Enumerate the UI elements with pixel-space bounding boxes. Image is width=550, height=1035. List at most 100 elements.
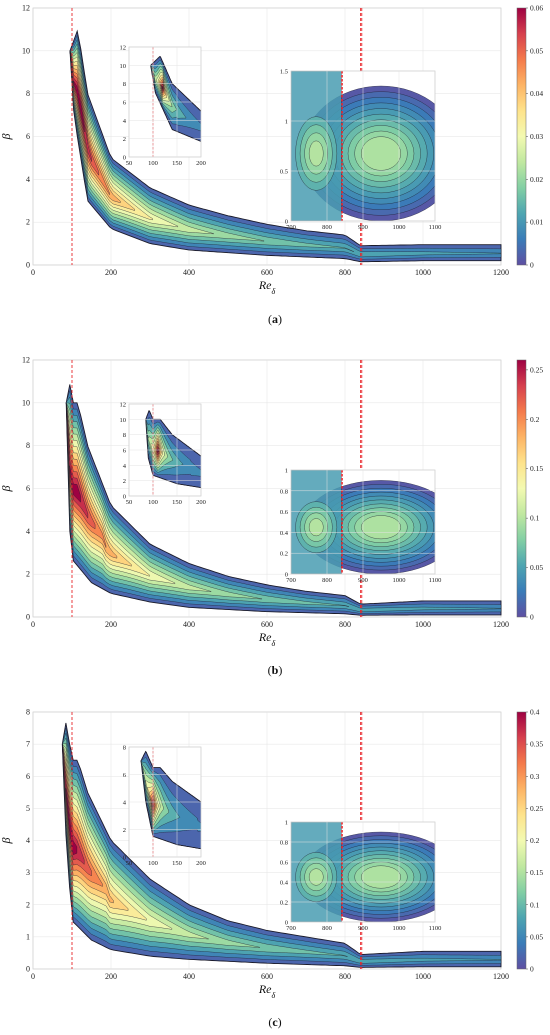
colorbar-tick-label: 0.25 <box>530 365 543 374</box>
x-axis-label-subscript: δ <box>271 639 275 648</box>
panel-label: (a) <box>268 312 282 326</box>
x-tick-label: 50 <box>126 499 133 506</box>
y-tick-label: 1 <box>26 932 30 941</box>
contour-band-10 <box>66 402 107 548</box>
y-tick-label: 0 <box>123 855 126 862</box>
contour-band-11 <box>162 86 163 90</box>
x-tick-label: 600 <box>261 620 273 629</box>
x-axis-label: Reδ <box>258 278 276 296</box>
x-tick-label: 100 <box>148 860 158 867</box>
y-tick-label: 8 <box>26 89 30 98</box>
contour-band-13 <box>73 80 85 133</box>
x-tick-label: 200 <box>105 972 117 981</box>
inset-0: 50 100 150 200 0 2 4 6 8 10 12 <box>120 45 206 168</box>
inset-contour-band <box>361 515 401 540</box>
x-tick-label: 200 <box>105 620 117 629</box>
colorbar-tick-label: 0.06 <box>530 4 543 13</box>
y-tick-label: 8 <box>123 745 126 752</box>
y-tick-label: 1 <box>285 119 288 126</box>
y-tick-label: 1 <box>285 820 288 827</box>
y-tick-label: 8 <box>123 81 126 88</box>
x-tick-label: 150 <box>172 499 182 506</box>
inset-1: 700 800 900 1000 1100 0 0.2 0.4 0.6 0.8 1 <box>280 468 442 585</box>
y-tick-label: 4 <box>26 527 30 536</box>
colorbar-tick-label: 0.15 <box>530 464 543 473</box>
contour-band-2 <box>62 733 502 964</box>
y-tick-label: 2 <box>123 827 126 834</box>
x-tick-label: 600 <box>261 972 273 981</box>
y-tick-label: 12 <box>120 402 127 409</box>
inset-0: 50 100 150 200 0 2 4 6 8 10 12 <box>120 402 206 507</box>
x-tick-label: 1000 <box>393 224 406 231</box>
x-tick-label: 50 <box>126 860 133 867</box>
panel-1: 0 200 400 600 800 1000 1200024681012Reδβ(b)00.… <box>0 356 543 678</box>
y-tick-label: 0 <box>26 613 30 622</box>
colorbar-tick-label: 0.25 <box>530 804 543 813</box>
x-axis-label: Reδ <box>258 982 276 1000</box>
x-axis-label: Reδ <box>258 630 276 648</box>
x-tick-label: 150 <box>172 860 182 867</box>
colorbar-tick-label: 0.2 <box>530 836 540 845</box>
x-tick-label: 400 <box>183 620 195 629</box>
y-tick-label: 10 <box>120 63 127 70</box>
y-tick-label: 0 <box>285 219 288 226</box>
y-tick-label: 6 <box>123 448 127 455</box>
y-tick-label: 4 <box>26 836 30 845</box>
y-tick-label: 0 <box>26 261 30 270</box>
y-axis-label: β <box>0 133 13 140</box>
contour-main <box>65 384 502 616</box>
x-tick-label: 1200 <box>493 972 509 981</box>
x-axis-label-subscript: δ <box>271 287 275 296</box>
colorbar-tick-label: 0.1 <box>530 900 540 909</box>
colorbar-tick-label: 0.05 <box>530 46 543 55</box>
y-tick-label: 0.6 <box>280 860 289 867</box>
x-tick-label: 600 <box>261 268 273 277</box>
y-tick-label: 6 <box>26 484 30 493</box>
inset-contour-band <box>308 868 324 886</box>
contour-band-2 <box>66 396 502 612</box>
y-axis-label: β <box>0 485 13 492</box>
y-tick-label: 1.5 <box>280 69 288 76</box>
y-tick-label: 0 <box>123 494 126 501</box>
y-tick-label: 0 <box>26 965 30 974</box>
inset-contour <box>145 410 201 489</box>
contour-band-13 <box>65 788 78 855</box>
y-tick-label: 0.2 <box>280 551 288 558</box>
inset-1: 700 800 900 1000 1100 0 0.2 0.4 0.6 0.8 1 <box>280 820 442 933</box>
x-tick-label: 50 <box>126 160 133 167</box>
x-tick-label: 1000 <box>415 972 431 981</box>
y-tick-label: 0 <box>285 572 288 579</box>
inset-1: 700 800 900 1000 1100 0 0.5 1 1.5 <box>280 69 442 232</box>
x-tick-label: 900 <box>358 925 368 932</box>
colorbar-tick-label: 0.4 <box>530 708 540 717</box>
inset-contour-band <box>308 518 324 537</box>
x-tick-label: 700 <box>286 224 296 231</box>
colorbar <box>516 7 527 266</box>
y-tick-label: 2 <box>26 900 30 909</box>
y-tick-label: 0.8 <box>280 840 288 847</box>
x-tick-label: 0 <box>31 972 35 981</box>
x-tick-label: 0 <box>31 268 35 277</box>
y-tick-label: 4 <box>26 175 30 184</box>
x-tick-label: 1000 <box>393 925 406 932</box>
x-tick-label: 0 <box>31 620 35 629</box>
colorbar-tick-label: 0.05 <box>530 932 543 941</box>
x-tick-label: 400 <box>183 268 195 277</box>
y-tick-label: 0 <box>123 155 126 162</box>
colorbar-tick-label: 0.03 <box>530 132 543 141</box>
y-tick-label: 3 <box>26 868 30 877</box>
y-tick-label: 6 <box>26 772 30 781</box>
y-axis-label: β <box>0 837 13 844</box>
colorbar-tick-label: 0.2 <box>530 415 540 424</box>
x-tick-label: 1100 <box>429 224 442 231</box>
y-tick-label: 6 <box>26 132 30 141</box>
x-tick-label: 800 <box>322 925 332 932</box>
colorbar <box>516 359 527 618</box>
y-tick-label: 0.4 <box>280 880 289 887</box>
x-tick-label: 800 <box>322 577 332 584</box>
y-tick-label: 4 <box>123 800 127 807</box>
contour-band-7 <box>69 50 153 221</box>
y-tick-label: 2 <box>26 218 30 227</box>
contour-band-11 <box>69 50 99 176</box>
y-tick-label: 4 <box>123 118 127 125</box>
